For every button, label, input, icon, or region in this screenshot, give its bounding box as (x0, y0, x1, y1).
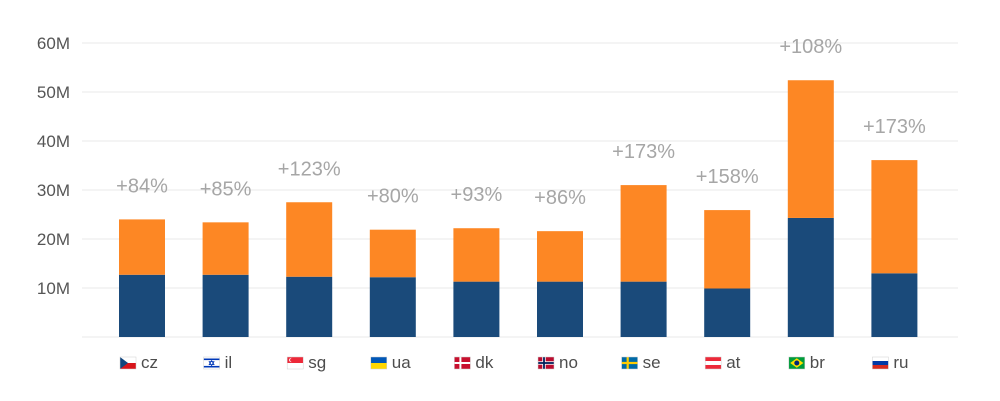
x-tick-label-br: br (810, 353, 825, 372)
bar-annotation-ru: +173% (863, 116, 926, 138)
x-tick-label-at: at (726, 353, 740, 372)
y-tick-label: 30M (37, 181, 70, 200)
y-tick-label: 60M (37, 34, 70, 53)
x-tick-label-no: no (559, 353, 578, 372)
bar-annotation-br: +108% (779, 36, 842, 58)
x-tick-label-sg: sg (308, 353, 326, 372)
bar-segment-upper-dk (453, 228, 500, 282)
flag-se-icon (621, 356, 638, 370)
bar-annotation-cz: +84% (116, 175, 168, 197)
bar-segment-lower-cz (119, 274, 165, 337)
flag-br-icon (788, 356, 806, 370)
flag-sg-icon (286, 356, 304, 370)
bar-segment-upper-il (202, 222, 249, 275)
bar-segment-lower-sg (286, 276, 333, 337)
bar-segment-upper-no (537, 231, 583, 282)
y-tick-label: 40M (37, 132, 70, 151)
bar-segment-lower-il (202, 274, 249, 337)
x-tick-label-il: il (225, 353, 233, 372)
flag-cz-icon (119, 356, 137, 370)
bar-segment-lower-no (537, 281, 583, 337)
flag-ua-icon (370, 356, 388, 370)
x-tick-label-ru: ru (893, 353, 908, 372)
bar-segment-lower-se (620, 281, 667, 337)
bar-annotation-sg: +123% (278, 158, 341, 180)
bar-segment-upper-sg (286, 202, 333, 277)
bar-segment-upper-at (704, 210, 751, 289)
bar-segment-lower-at (704, 288, 751, 337)
bar-annotation-at: +158% (696, 166, 759, 188)
x-axis-categories: cz il sg ua dk no se at br ru (119, 353, 909, 372)
bar-segment-lower-dk (453, 281, 500, 337)
bar-segment-upper-ua (369, 229, 416, 278)
bar-annotation-ua: +80% (367, 186, 419, 208)
bar-annotations: +84% +85% +123% +80% +93% +86% +173% +158% +108%… (116, 36, 926, 209)
bar-segment-lower-ua (369, 277, 416, 337)
flag-at-icon (704, 356, 722, 370)
x-tick-label-ua: ua (392, 353, 411, 372)
x-tick-label-dk: dk (475, 353, 493, 372)
flag-il-icon (203, 356, 220, 370)
bar-segment-upper-ru (871, 160, 918, 274)
y-tick-label: 10M (37, 279, 70, 298)
x-tick-label-se: se (643, 353, 661, 372)
bar-segment-lower-ru (871, 273, 918, 337)
flag-ru-icon (872, 356, 889, 370)
y-tick-label: 20M (37, 230, 70, 249)
y-tick-label: 50M (37, 83, 70, 102)
bar-annotation-se: +173% (612, 141, 675, 163)
flag-no-icon (537, 356, 555, 370)
x-tick-label-cz: cz (141, 353, 158, 372)
bar-segment-upper-cz (119, 219, 165, 275)
bar-segment-upper-se (620, 185, 667, 282)
y-axis-ticks: 10M 20M 30M 40M 50M 60M (37, 34, 70, 298)
bar-annotation-il: +85% (200, 178, 252, 200)
bar-annotation-no: +86% (534, 187, 586, 209)
flag-dk-icon (454, 356, 471, 370)
bars (119, 80, 918, 337)
bar-annotation-dk: +93% (451, 184, 503, 206)
bar-segment-upper-br (787, 80, 834, 218)
bar-segment-lower-br (787, 217, 834, 337)
